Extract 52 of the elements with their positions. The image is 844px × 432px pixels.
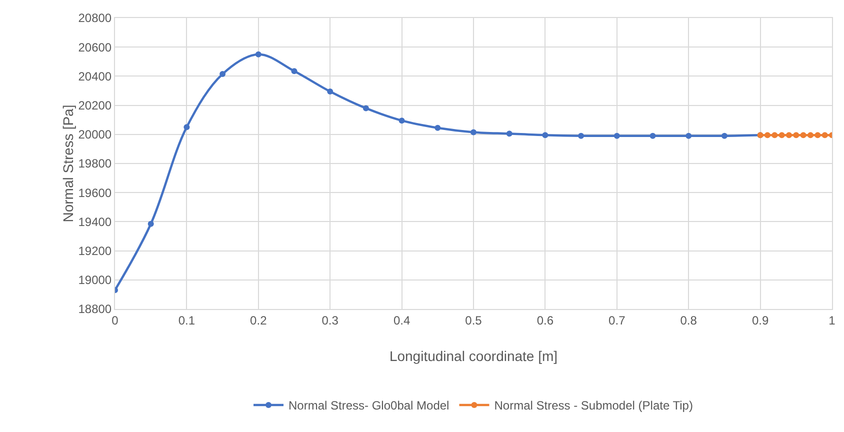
x-tick-label: 0.1 — [178, 313, 196, 328]
y-tick-label: 18800 — [78, 302, 112, 316]
y-tick-label: 20200 — [78, 98, 112, 112]
legend-label: Normal Stress- Glo0bal Model — [288, 398, 450, 413]
x-axis-title: Longitudinal coordinate [m] — [389, 348, 558, 364]
y-tick-label: 19800 — [78, 156, 112, 171]
x-tick-label: 0.9 — [752, 313, 769, 328]
x-tick-label: 0 — [112, 313, 119, 328]
y-tick-label: 19600 — [78, 186, 112, 200]
point — [578, 132, 584, 139]
point — [220, 71, 226, 78]
point — [542, 132, 548, 138]
point — [793, 132, 800, 138]
point — [778, 132, 785, 138]
y-tick-label: 20400 — [78, 69, 112, 84]
y-tick-label: 20800 — [78, 11, 112, 26]
point — [807, 132, 814, 138]
point — [800, 132, 806, 138]
point — [772, 132, 778, 138]
point — [764, 132, 770, 138]
point — [814, 132, 821, 138]
point — [434, 124, 441, 131]
point — [255, 51, 262, 58]
point — [650, 132, 656, 139]
x-tick-label: 0.7 — [608, 313, 626, 328]
x-tick-label: 1 — [828, 313, 836, 328]
y-tick-label: 19200 — [78, 244, 112, 258]
x-tick-label: 0.6 — [536, 313, 554, 328]
x-tick-label: 0.4 — [393, 313, 410, 328]
point — [291, 68, 298, 74]
legend-label: Normal Stress - Submodel (Plate Tip) — [494, 398, 693, 413]
point — [148, 220, 154, 227]
x-tick-label: 0.2 — [250, 313, 268, 328]
y-tick-label: 20600 — [78, 40, 112, 54]
point — [786, 132, 792, 138]
x-tick-label: 0.8 — [680, 313, 698, 328]
y-tick-label: 19400 — [78, 214, 112, 229]
point — [686, 132, 692, 139]
point — [822, 132, 828, 138]
point — [398, 118, 405, 124]
point — [184, 124, 190, 130]
point — [327, 88, 334, 94]
point — [362, 105, 369, 112]
point — [506, 130, 512, 137]
y-tick-label: 19000 — [78, 273, 112, 288]
x-tick-label: 0.3 — [322, 313, 339, 328]
point — [470, 129, 476, 136]
point — [614, 132, 620, 139]
point — [721, 132, 728, 139]
x-tick-label: 0.5 — [465, 313, 482, 328]
y-tick-label: 20000 — [78, 128, 112, 142]
y-axis-title: Normal Stress [Pa] — [60, 104, 76, 222]
